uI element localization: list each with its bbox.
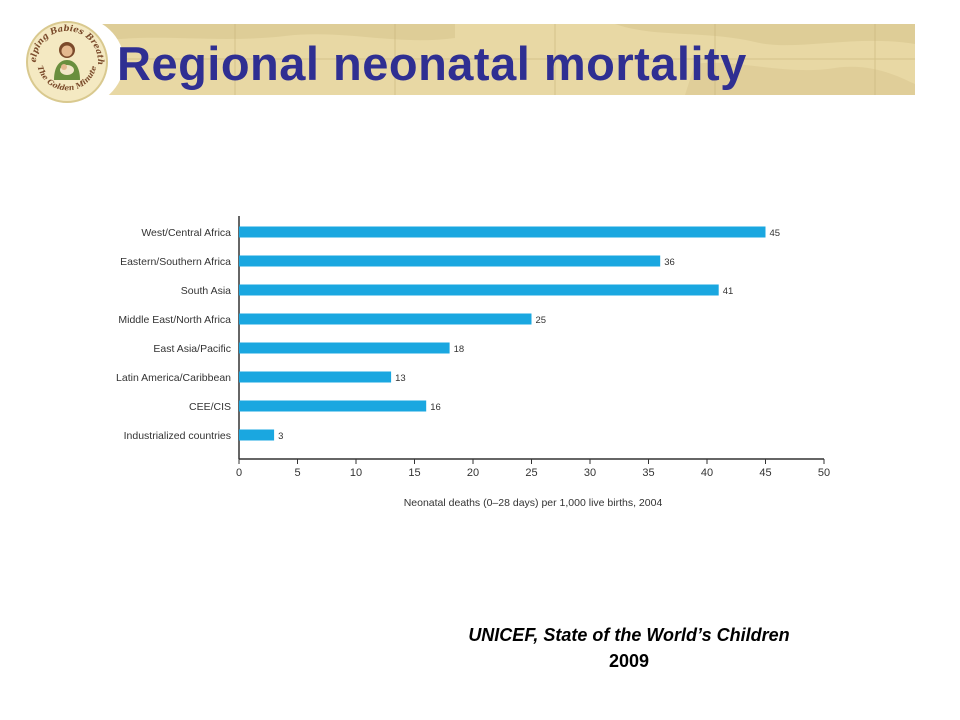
value-label-4: 18 [454, 344, 465, 355]
x-tick-label-0: 0 [236, 467, 242, 479]
world-map-background [95, 24, 915, 95]
x-tick-label-6: 30 [584, 467, 596, 479]
x-tick-label-7: 35 [642, 467, 654, 479]
bar-1 [239, 255, 661, 267]
bar-7 [239, 429, 275, 441]
bar-5 [239, 371, 392, 383]
source-line-2: 2009 [608, 651, 650, 671]
value-label-6: 16 [430, 402, 441, 413]
source-citation: UNICEF, State of the World’s Children 20… [400, 622, 858, 674]
bar-0 [239, 226, 766, 238]
value-label-2: 41 [723, 286, 734, 297]
category-label-1: Eastern/Southern Africa [120, 256, 231, 268]
value-label-0: 45 [770, 228, 781, 239]
value-label-7: 3 [278, 431, 283, 442]
category-label-4: East Asia/Pacific [153, 343, 231, 355]
x-tick-label-3: 15 [408, 467, 420, 479]
bar-2 [239, 284, 719, 296]
x-tick-label-8: 40 [701, 467, 713, 479]
page-title: Regional neonatal mortality [117, 37, 747, 90]
category-label-0: West/Central Africa [141, 227, 231, 239]
bar-3 [239, 313, 532, 325]
source-line-1: UNICEF, State of the World’s Children [468, 625, 790, 645]
title-banner [95, 24, 915, 95]
value-label-1: 36 [664, 257, 675, 268]
x-tick-label-10: 50 [818, 467, 830, 479]
x-axis-title: Neonatal deaths (0–28 days) per 1,000 li… [404, 497, 663, 509]
category-label-5: Latin America/Caribbean [116, 372, 231, 384]
category-label-7: Industrialized countries [124, 430, 231, 442]
x-tick-label-4: 20 [467, 467, 479, 479]
value-label-5: 13 [395, 373, 406, 384]
category-label-2: South Asia [181, 285, 231, 297]
x-tick-label-5: 25 [525, 467, 537, 479]
category-label-3: Middle East/North Africa [118, 314, 231, 326]
helping-babies-breathe-logo: Helping Babies Breathe The Golden Minute [17, 7, 126, 110]
x-tick-label-9: 45 [759, 467, 771, 479]
value-label-3: 25 [536, 315, 547, 326]
x-tick-label-1: 5 [294, 467, 300, 479]
bar-6 [239, 400, 427, 412]
x-tick-label-2: 10 [350, 467, 362, 479]
bar-4 [239, 342, 450, 354]
mother-and-baby-icon [54, 42, 80, 80]
category-label-6: CEE/CIS [189, 401, 231, 413]
